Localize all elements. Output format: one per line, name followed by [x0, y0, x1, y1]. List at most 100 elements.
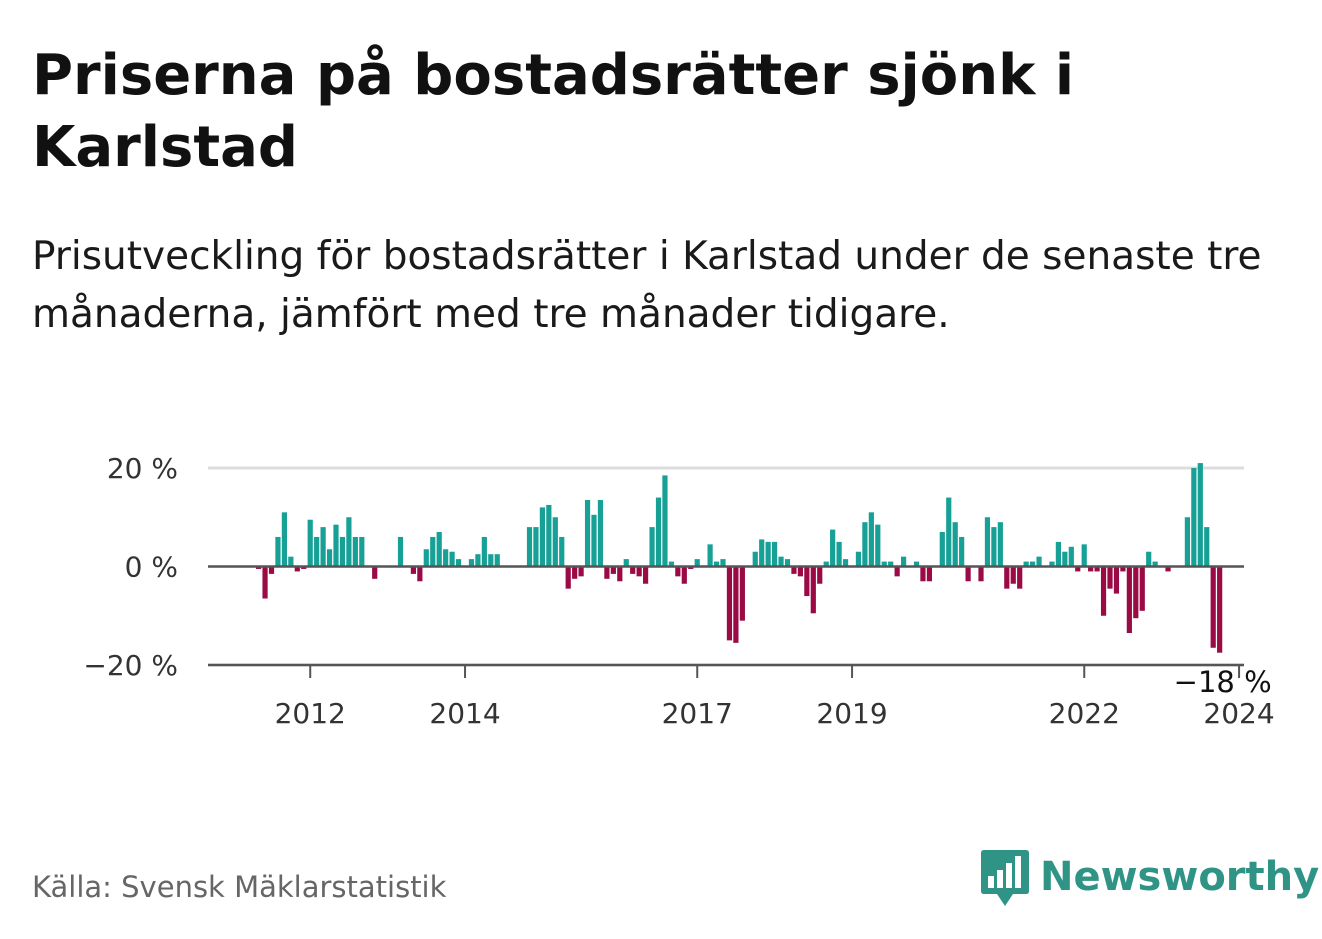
bar: [1146, 551, 1152, 567]
bar: [804, 566, 810, 597]
bar: [739, 566, 745, 621]
bar: [810, 566, 816, 614]
bar: [1023, 561, 1029, 567]
bar: [597, 500, 604, 567]
bar: [397, 536, 404, 567]
bar: [1139, 566, 1145, 611]
chart-title: Priserna på bostadsrätter sjönk i Karlst…: [32, 43, 1075, 180]
bar: [494, 554, 500, 567]
bar: [1107, 566, 1113, 589]
bar: [281, 512, 287, 567]
bar: [830, 529, 836, 567]
bar: [991, 527, 997, 567]
bar: [1210, 566, 1216, 648]
x-tick-label: 2014: [429, 697, 500, 730]
bar: [546, 504, 552, 567]
bar: [765, 541, 771, 567]
bar: [455, 559, 462, 567]
x-tick-label: 2024: [1203, 697, 1274, 730]
bar: [591, 514, 597, 567]
bar: [539, 507, 545, 567]
bar: [1094, 566, 1100, 572]
bar: [823, 561, 829, 567]
bar: [1191, 468, 1197, 567]
bar: [901, 556, 907, 567]
bar: [488, 554, 494, 567]
bar: [959, 536, 965, 567]
bar: [784, 559, 791, 567]
bar: [565, 566, 571, 589]
bar: [713, 561, 720, 567]
bar: [817, 566, 823, 584]
bar: [855, 551, 862, 567]
bar: [1165, 566, 1171, 572]
bar: [346, 517, 352, 567]
bar: [952, 522, 958, 567]
bar: [862, 522, 868, 567]
bar: [410, 566, 416, 574]
bar: [333, 524, 339, 567]
bar: [1088, 566, 1094, 572]
bar: [913, 561, 920, 567]
bar: [1055, 541, 1061, 567]
bar: [939, 532, 945, 567]
bar: [797, 566, 803, 577]
bar-chart-logo-icon: [981, 850, 1029, 906]
y-tick-label: 20 %: [107, 452, 178, 485]
source-note: Källa: Svensk Mäklarstatistik: [32, 870, 447, 904]
bar: [720, 559, 726, 567]
bar: [726, 566, 733, 641]
bar: [630, 566, 636, 574]
bar: [733, 566, 739, 643]
chart-subtitle: Prisutveckling för bostadsrätter i Karls…: [32, 234, 1262, 337]
bar: [1217, 566, 1223, 653]
bar: [759, 539, 765, 567]
bar: [584, 500, 591, 567]
bar: [1100, 566, 1107, 616]
bar: [372, 566, 378, 579]
bar: [617, 566, 623, 582]
bar: [681, 566, 687, 584]
bar: [636, 566, 642, 577]
bar: [772, 541, 778, 567]
bar: [262, 566, 268, 599]
bar: [675, 566, 681, 577]
bar: [481, 536, 487, 567]
bar: [984, 517, 991, 567]
bar: [1197, 463, 1203, 567]
bar: [707, 544, 713, 567]
bar: [1204, 527, 1210, 567]
x-tick-label: 2017: [662, 697, 733, 730]
bar: [836, 541, 842, 567]
bar: [1062, 551, 1068, 567]
bar: [604, 566, 610, 579]
bar: [662, 475, 668, 567]
bar: [326, 549, 333, 567]
bar: [868, 512, 874, 567]
bar: [1004, 566, 1010, 589]
bar: [1068, 546, 1074, 567]
bar: [572, 566, 578, 579]
bar: [649, 527, 655, 567]
x-tick-label: 2012: [275, 697, 346, 730]
newsworthy-logo: Newsworthy: [980, 846, 1319, 908]
bar: [430, 536, 436, 567]
bar: [436, 532, 442, 567]
bar: [1184, 517, 1190, 567]
bar: [643, 566, 649, 584]
bar: [423, 549, 429, 567]
bar: [842, 559, 849, 567]
bar: [352, 536, 358, 567]
last-value-label: −18 %: [1174, 665, 1272, 699]
bar: [526, 527, 533, 567]
bar: [1126, 566, 1132, 633]
bar: [1010, 566, 1016, 584]
bar: [610, 566, 616, 574]
bar: [894, 566, 900, 577]
bar: [288, 556, 294, 567]
bar: [778, 556, 784, 567]
bar: [475, 554, 481, 567]
bar: [339, 536, 346, 567]
bar: [997, 522, 1003, 567]
brand-name: Newsworthy: [1040, 854, 1320, 900]
